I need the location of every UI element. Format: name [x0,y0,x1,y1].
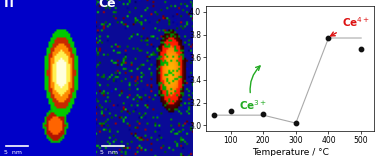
Point [228,109,234,112]
Text: 5  nm: 5 nm [4,150,22,155]
Text: 5  nm: 5 nm [100,150,118,155]
Point [211,114,217,116]
Point [293,122,299,124]
Text: Ti: Ti [2,0,15,10]
Point [358,48,364,51]
Point [325,37,332,39]
Text: Ce: Ce [98,0,116,10]
Text: Ce$^{4+}$: Ce$^{4+}$ [331,15,370,36]
Point [260,113,266,115]
Text: Ce$^{3+}$: Ce$^{3+}$ [239,66,268,112]
X-axis label: Temperature / °C: Temperature / °C [252,148,328,156]
